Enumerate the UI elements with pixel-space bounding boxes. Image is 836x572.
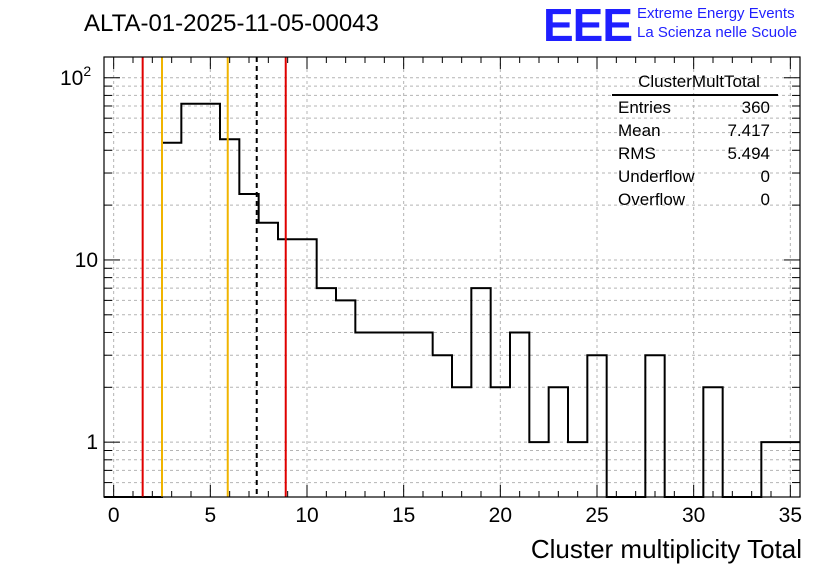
x-tick-label: 25 [585,504,608,527]
stats-value: 5.494 [727,144,770,163]
logo-text-line2: La Scienza nelle Scuole [637,24,798,41]
plot-frame [103,56,801,498]
stats-value: 0 [760,190,770,209]
x-tick-label: 30 [682,504,705,527]
x-tick-label: 35 [779,504,802,527]
chart-title: ALTA-01-2025-11-05-00043 [84,10,379,37]
stats-row-mean: Mean 7.417 [612,119,778,142]
stats-value: 360 [741,98,770,117]
logo-text-line1: Extreme Energy Events [637,5,795,22]
y-tick-label: 1 [86,431,98,454]
stats-row-rms: RMS 5.494 [612,142,778,165]
stats-box: ClusterMultTotal Entries 360 Mean 7.417 … [612,70,778,211]
x-tick-label: 15 [392,504,415,527]
stats-label: Overflow [618,190,686,209]
stats-label: Entries [618,98,671,117]
stats-value: 0 [760,167,770,186]
eee-logo: EEE [543,0,633,51]
stats-label: Mean [618,121,661,140]
x-axis-label: Cluster multiplicity Total [530,534,802,564]
stats-label: RMS [618,144,656,163]
stats-box-title: ClusterMultTotal [612,70,778,96]
x-tick-label: 5 [204,504,216,527]
stats-row-underflow: Underflow 0 [612,165,778,188]
y-tick-label: 102 [60,63,91,90]
y-tick-label: 10 [75,249,98,272]
x-tick-label: 0 [108,504,120,527]
stats-value: 7.417 [727,121,770,140]
stats-label: Underflow [618,167,695,186]
stats-row-overflow: Overflow 0 [612,188,778,211]
stats-row-entries: Entries 360 [612,96,778,119]
x-tick-label: 10 [295,504,318,527]
x-tick-label: 20 [489,504,512,527]
